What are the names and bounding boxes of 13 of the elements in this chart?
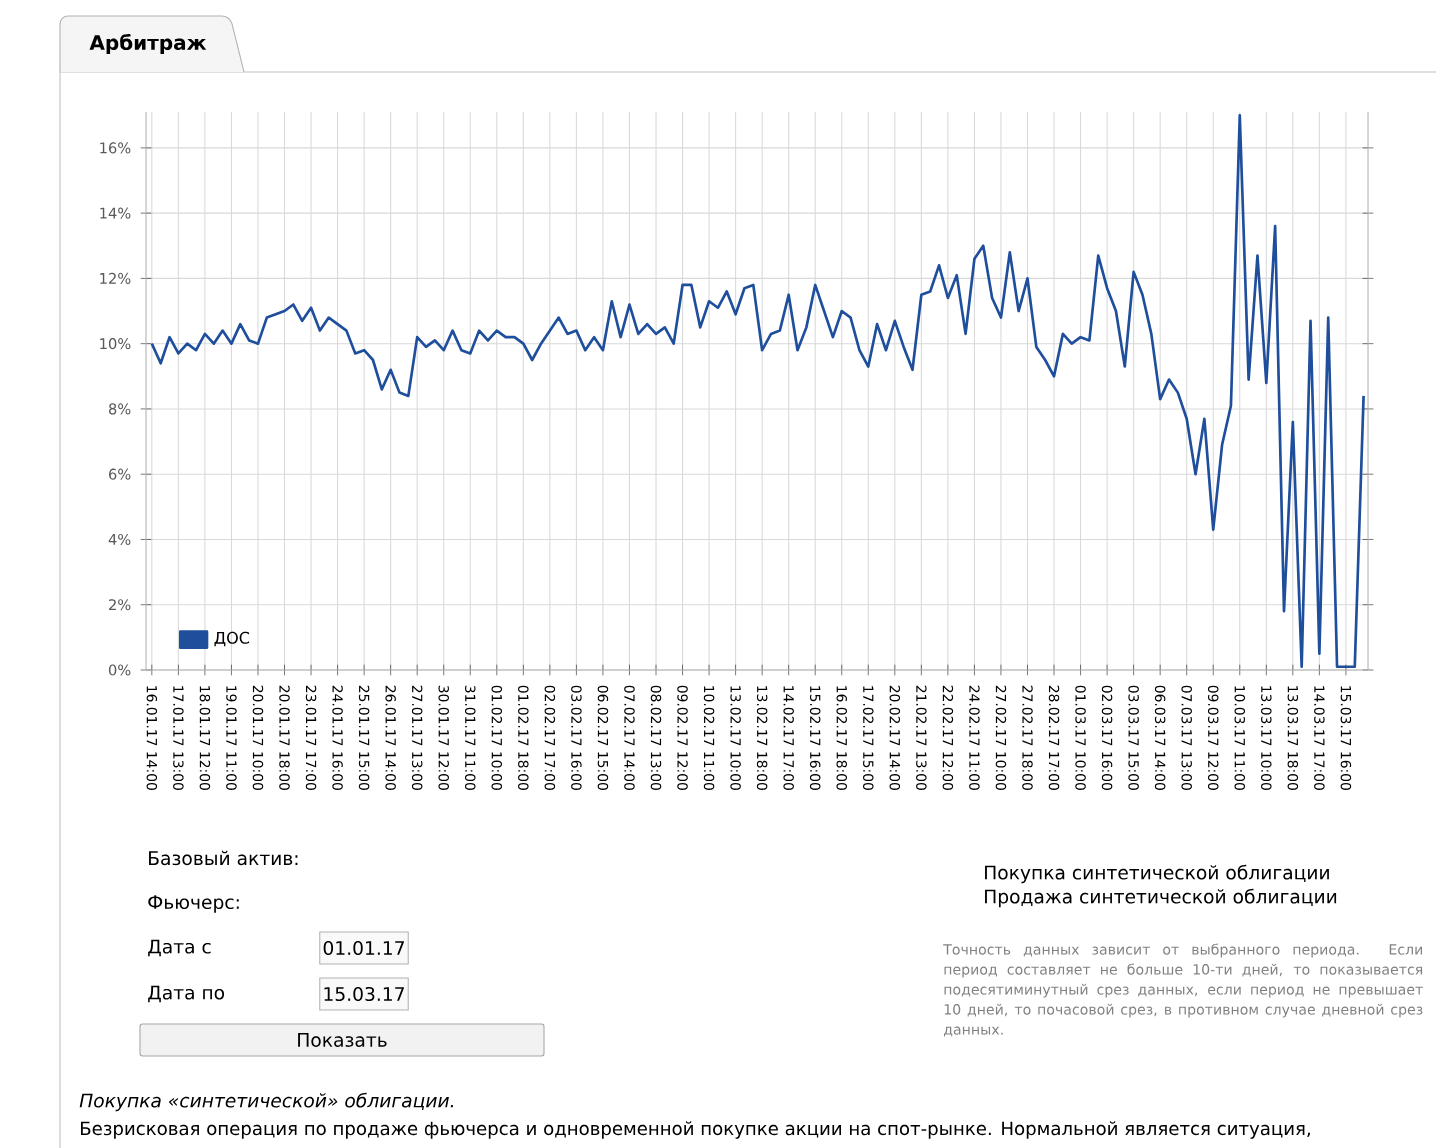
- text: 01.01.17: [323, 940, 404, 955]
- text: Дата по: [148, 985, 225, 1003]
- text: 15.03.17: [324, 986, 404, 1001]
- text: Покупка «синтетической» облигации.: [79, 1092, 454, 1111]
- legend-label: ДОС: [214, 631, 250, 646]
- text: Базовый актив:: [149, 850, 298, 865]
- text: Фьючерс:: [148, 895, 239, 913]
- text: Покупка синтетической облигации: [985, 864, 1329, 883]
- chart-title: Арбитраж: [89, 33, 207, 54]
- text: Дата с: [148, 939, 211, 957]
- text: Продажа синтетической облигации: [985, 888, 1337, 907]
- text: Показать: [298, 1032, 387, 1047]
- text: Безрисковая операция по продаже фьючерса и одновременной покупке акции на спот-рынке. Нормальной является ситуация,: [81, 1120, 1310, 1139]
